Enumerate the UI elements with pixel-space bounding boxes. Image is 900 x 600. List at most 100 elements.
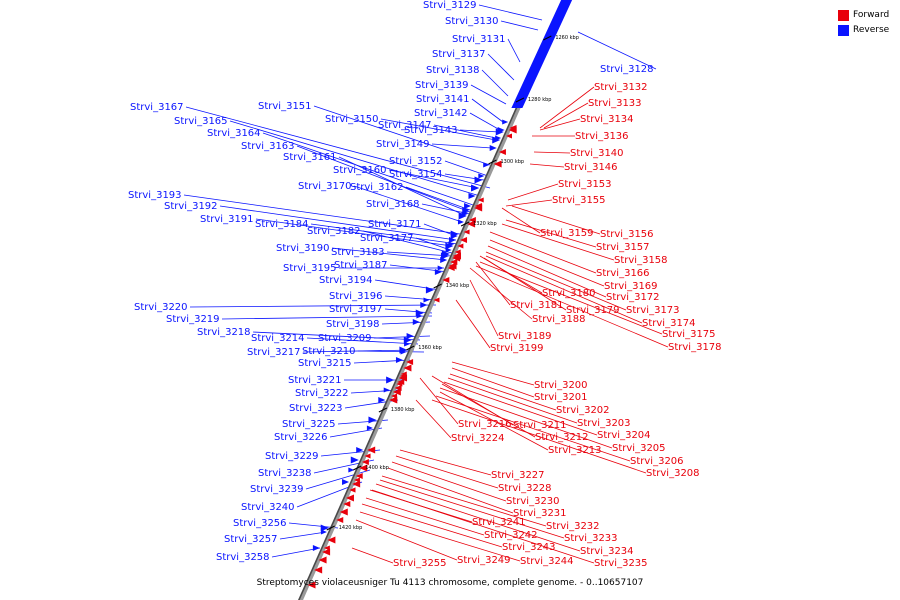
forward-gene-arrow (364, 453, 371, 459)
gene-label: Strvi_3228 (498, 483, 552, 494)
gene-label: Strvi_3139 (415, 80, 469, 91)
forward-gene-arrow (353, 477, 360, 483)
gene-label: Strvi_3155 (552, 195, 606, 206)
gene-label: Strvi_3196 (329, 291, 383, 302)
leader-line (252, 331, 421, 341)
legend-forward-swatch (838, 10, 849, 21)
leader-line (449, 373, 557, 411)
scale-tick (515, 97, 525, 103)
forward-gene-arrow (406, 359, 414, 365)
leader-line (399, 449, 492, 476)
reverse-gene-arrow (457, 219, 464, 225)
gene-label: Strvi_3170 (298, 181, 352, 192)
leader-line (373, 335, 431, 339)
reverse-gene-arrow (366, 425, 373, 431)
gene-label: Strvi_3243 (502, 542, 556, 553)
leader-line (431, 399, 647, 474)
gene-label: Strvi_3158 (614, 255, 668, 266)
forward-gene-arrow (399, 373, 406, 379)
gene-label: Strvi_3171 (368, 219, 422, 230)
leader-line (313, 105, 491, 166)
leader-line (221, 315, 433, 320)
leader-line (435, 395, 631, 462)
forward-gene-arrow (396, 381, 403, 387)
scale-tick-label: 1380 kbp (391, 407, 415, 413)
gene-label: Strvi_3193 (128, 190, 182, 201)
reverse-gene-arrow (464, 203, 472, 209)
leader-line (485, 255, 643, 324)
gene-label: Strvi_3181 (510, 300, 564, 311)
gene-label: Strvi_3178 (668, 342, 722, 353)
forward-gene-arrow (498, 149, 506, 155)
gene-label: Strvi_3192 (164, 201, 218, 212)
reverse-gene-arrow (406, 333, 414, 339)
forward-gene-arrow (433, 297, 440, 303)
leader-line (331, 247, 447, 261)
reverse-gene-arrow (425, 286, 434, 294)
reverse-gene-arrow (412, 319, 420, 325)
gene-label: Strvi_3234 (580, 546, 634, 557)
reverse-gene-arrow (356, 447, 364, 453)
leader-line (375, 483, 581, 552)
gene-label: Strvi_3201 (534, 392, 588, 403)
leader-line (395, 455, 499, 489)
reverse-gene-arrow (434, 269, 442, 275)
forward-gene-arrow (448, 262, 457, 270)
gene-label: Strvi_3223 (289, 403, 343, 414)
scale-tick (488, 159, 497, 165)
leader-line (279, 531, 327, 540)
scale-tick (353, 465, 362, 471)
gene-label: Strvi_3195 (283, 263, 337, 274)
gene-label: Strvi_3168 (366, 199, 420, 210)
reverse-gene-arrow (437, 265, 444, 271)
leader-line (444, 160, 489, 177)
forward-gene-arrow (389, 397, 397, 403)
gene-label: Strvi_3179 (566, 305, 620, 316)
leader-line (305, 469, 371, 490)
leader-line (296, 145, 471, 213)
gene-label: Strvi_3241 (472, 517, 526, 528)
gene-label: Strvi_3232 (546, 521, 600, 532)
leader-line (470, 84, 507, 105)
scale-ticks: 1260 kbp 1280 kbp 1300 kbp 1320 kbp 1340 kbp… (326, 35, 579, 531)
forward-gene-arrow (392, 388, 401, 396)
reverse-gene-arrow (468, 193, 476, 199)
gene-label: Strvi_3142 (414, 108, 468, 119)
leader-line (288, 522, 339, 529)
gene-label: Strvi_3255 (393, 558, 447, 569)
reverse-gene-arrow (489, 145, 497, 151)
scale-tick (433, 283, 442, 289)
leader-line (433, 124, 497, 139)
gene-label: Strvi_3218 (197, 327, 251, 338)
reverse-gene-arrow (462, 207, 470, 213)
forward-gene-arrow (322, 548, 331, 556)
gene-label: Strvi_3240 (241, 502, 295, 513)
forward-gene-arrow (463, 229, 470, 235)
leader-line (469, 112, 501, 131)
reverse-gene-arrow (386, 376, 395, 384)
leader-line (487, 53, 515, 81)
gene-labels: Strvi_3129 Strvi_3130 Strvi_3131 Strvi_3137… (128, 0, 722, 569)
scale-tick (406, 345, 415, 351)
gene-label: Strvi_3149 (376, 139, 430, 150)
gene-label: Strvi_3217 (247, 347, 301, 358)
leader-line (507, 183, 559, 201)
leader-line (475, 261, 511, 306)
forward-gene-arrow (345, 494, 354, 502)
gene-label: Strvi_3143 (404, 125, 458, 136)
forward-gene-arrow (508, 126, 517, 134)
gene-label: Strvi_3258 (216, 552, 270, 563)
leader-line (338, 156, 467, 217)
leader-line (483, 257, 567, 311)
forward-gene-arrow (367, 446, 376, 454)
gene-label: Strvi_3198 (326, 319, 380, 330)
reverse-gene-arrow (320, 524, 329, 532)
leader-line (529, 163, 565, 168)
reverse-gene-arrow (502, 119, 509, 125)
gene-label: Strvi_3213 (548, 445, 602, 456)
forward-gene-arrow (493, 160, 502, 168)
gene-label: Strvi_3203 (577, 418, 631, 429)
scale-tick (543, 35, 552, 41)
scale-tick (378, 407, 388, 413)
